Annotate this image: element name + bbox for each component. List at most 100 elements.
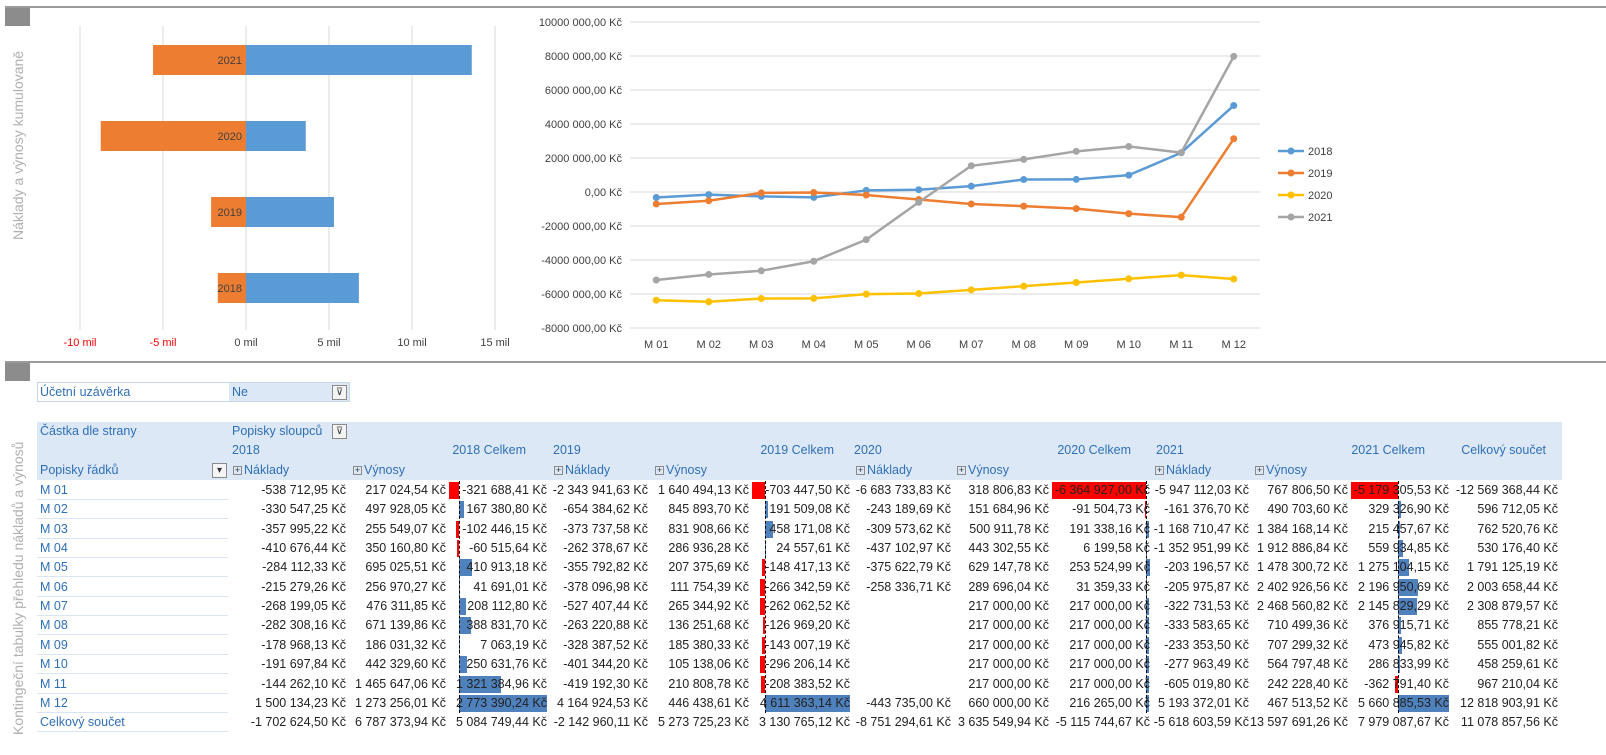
data-point [862, 191, 870, 199]
cost-bar [217, 273, 246, 303]
sub-header[interactable]: + Náklady [856, 461, 956, 480]
sub-header[interactable]: + Náklady [554, 461, 654, 480]
series-line-2019 [656, 138, 1235, 219]
expand-icon[interactable]: + [233, 465, 242, 475]
expand-icon[interactable]: + [1155, 465, 1164, 475]
value-cell: -268 199,05 Kč [261, 599, 346, 614]
value-cell: 446 438,61 Kč [668, 695, 749, 710]
value-cell: -6 683 733,83 Kč [855, 483, 951, 497]
value-cell: 2 003 658,44 Kč [1466, 579, 1558, 594]
y-tick-label: -6000 000,00 Kč [541, 289, 622, 301]
data-point [652, 193, 660, 201]
data-bar [1146, 636, 1150, 654]
value-cell: -2 343 941,63 Kč [552, 483, 648, 497]
value-cell: 242 228,40 Kč [1267, 676, 1348, 691]
data-point [652, 276, 660, 284]
value-cell: 564 797,48 Kč [1267, 657, 1348, 672]
data-point [862, 236, 870, 244]
value-cell: 318 806,83 Kč [968, 483, 1049, 497]
row-label[interactable]: M 02 [37, 500, 228, 520]
value-cell: 24 557,61 Kč [776, 541, 850, 556]
value-cell: -538 712,95 Kč [261, 483, 346, 497]
value-cell: 3 635 549,94 Kč [957, 715, 1049, 730]
expand-icon[interactable]: + [1255, 465, 1264, 475]
value-cell: -60 515,64 Kč [469, 541, 547, 556]
value-cell: -263 220,88 Kč [563, 618, 648, 633]
expand-icon[interactable]: + [554, 465, 563, 475]
legend-label: 2020 [1308, 190, 1332, 202]
row-label[interactable]: M 10 [37, 655, 228, 675]
row-label[interactable]: M 12 [37, 694, 228, 713]
expand-icon[interactable]: + [655, 465, 664, 475]
value-cell: 467 513,52 Kč [1267, 695, 1348, 710]
row-label[interactable]: M 06 [37, 578, 228, 597]
sub-header[interactable]: + Výnosy [353, 461, 453, 480]
data-bar [764, 694, 850, 712]
sub-header[interactable]: + Výnosy [1255, 461, 1355, 480]
value-cell: 2 773 390,24 Kč [455, 695, 547, 710]
data-bar [759, 656, 765, 674]
value-cell: 217 000,00 Kč [968, 676, 1049, 691]
legend-marker [1287, 191, 1295, 199]
data-point [1125, 171, 1133, 179]
expand-icon[interactable]: + [856, 465, 865, 475]
rows-label: Popisky řádků [40, 463, 119, 477]
value-cell: -12 569 368,44 Kč [1455, 483, 1558, 497]
data-point [652, 296, 660, 304]
value-cell: -5 115 744,67 Kč [1055, 715, 1150, 730]
value-cell: -8 751 294,61 Kč [855, 715, 951, 730]
data-bar [1397, 598, 1418, 616]
data-bar [1397, 617, 1402, 635]
data-bar [760, 598, 765, 616]
sub-header-label: Výnosy [1266, 463, 1307, 477]
value-cell: -2 142 960,11 Kč [553, 715, 648, 730]
row-label[interactable]: M 01 [37, 481, 228, 500]
rows-filter-icon[interactable]: ▾ [212, 463, 227, 478]
sub-header[interactable]: + Náklady [233, 461, 333, 480]
value-cell: -605 019,80 Kč [1164, 676, 1249, 691]
data-bar [762, 617, 765, 635]
grand-total-label[interactable]: Celkový součet [37, 713, 228, 733]
sub-header[interactable]: + Výnosy [957, 461, 1057, 480]
sub-header[interactable]: + Výnosy [655, 461, 755, 480]
expand-icon[interactable]: + [353, 465, 362, 475]
row-label[interactable]: M 09 [37, 636, 228, 655]
value-cell: 442 329,60 Kč [365, 657, 446, 672]
value-cell: -333 583,65 Kč [1164, 618, 1249, 633]
data-point [652, 200, 660, 208]
year-header: 2019 [553, 443, 581, 457]
data-point [967, 200, 975, 208]
columns-filter-icon[interactable]: ⊽ [332, 424, 347, 439]
row-label[interactable]: M 11 [37, 675, 228, 694]
value-cell: 376 915,71 Kč [1368, 618, 1449, 633]
value-cell: 500 911,78 Kč [969, 521, 1049, 536]
x-tick-label: M 10 [1117, 339, 1141, 351]
row-label[interactable]: M 03 [37, 520, 228, 539]
data-bar [455, 520, 460, 538]
x-tick-label: M 06 [907, 339, 931, 351]
data-bar [459, 617, 472, 635]
expand-icon[interactable]: + [957, 465, 966, 475]
value-cell: -373 737,58 Kč [563, 521, 648, 536]
row-label[interactable]: M 04 [37, 539, 228, 559]
value-cell: -296 206,14 Kč [765, 657, 850, 672]
filter-icon[interactable]: ⊽ [332, 385, 347, 400]
sub-header[interactable]: + Náklady [1155, 461, 1255, 480]
data-point [1020, 202, 1028, 210]
data-point [1230, 275, 1238, 283]
value-cell: -309 573,62 Kč [866, 521, 951, 536]
filter-value[interactable]: Ne [232, 385, 248, 399]
value-cell: 1 912 886,84 Kč [1256, 541, 1348, 556]
y-tick-label: 10000 000,00 Kč [539, 17, 623, 29]
row-label[interactable]: M 07 [37, 597, 228, 617]
revenue-bar [246, 45, 472, 75]
value-cell: 388 831,70 Kč [466, 618, 547, 633]
row-label[interactable]: M 08 [37, 616, 228, 636]
revenue-bar [246, 121, 306, 151]
value-cell: 660 000,00 Kč [968, 695, 1049, 710]
value-cell: 497 928,05 Kč [365, 502, 446, 517]
value-cell: 350 160,80 Kč [365, 541, 446, 556]
row-label[interactable]: M 05 [37, 558, 228, 578]
data-bar [1397, 656, 1401, 674]
data-point [1125, 275, 1133, 283]
